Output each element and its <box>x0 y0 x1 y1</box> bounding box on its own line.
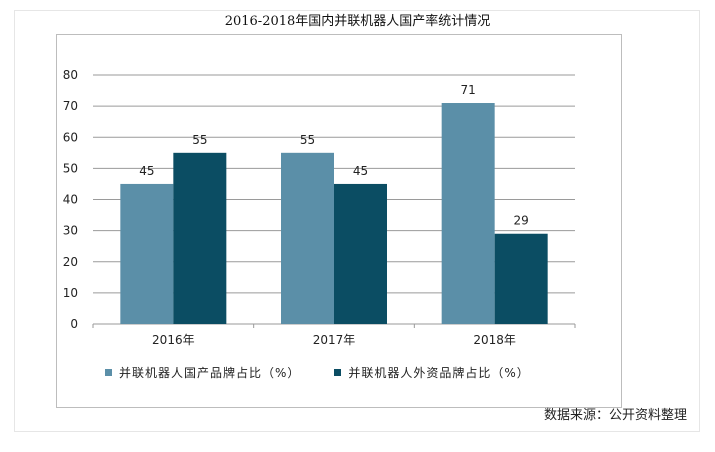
y-tick-label: 50 <box>63 161 78 175</box>
data-label: 45 <box>353 164 368 178</box>
chart-title: 2016-2018年国内并联机器人国产率统计情况 <box>224 14 491 29</box>
chart-frame <box>14 10 700 432</box>
legend-item-domestic: 并联机器人国产品牌占比（%） <box>105 364 300 381</box>
data-label: 55 <box>300 133 315 147</box>
bar <box>281 152 334 324</box>
y-tick-label: 30 <box>63 224 78 238</box>
data-label: 71 <box>461 83 476 97</box>
legend-item-foreign: 并联机器人外资品牌占比（%） <box>334 364 529 381</box>
bar <box>334 183 387 324</box>
data-label: 55 <box>192 133 207 147</box>
y-tick-label: 40 <box>63 193 78 207</box>
legend-swatch-domestic <box>105 369 112 376</box>
x-tick-label: 2017年 <box>313 333 356 347</box>
y-tick-label: 60 <box>63 130 78 144</box>
data-label: 29 <box>514 214 529 228</box>
bar <box>494 233 548 324</box>
x-tick-label: 2016年 <box>152 333 195 347</box>
y-tick-label: 0 <box>70 317 78 331</box>
y-tick-label: 10 <box>63 286 78 300</box>
legend-swatch-foreign <box>334 369 342 376</box>
source-note: 数据来源：公开资料整理 <box>543 408 687 423</box>
bar <box>441 103 495 324</box>
legend-label-foreign: 并联机器人外资品牌占比（%） <box>348 366 530 380</box>
legend-label-domestic: 并联机器人国产品牌占比（%） <box>119 366 301 380</box>
x-tick-label: 2018年 <box>473 333 516 347</box>
chart-legend: 并联机器人国产品牌占比（%） 并联机器人外资品牌占比（%） <box>105 364 530 381</box>
y-tick-label: 80 <box>63 68 78 82</box>
y-tick-label: 70 <box>63 99 78 113</box>
y-tick-label: 20 <box>63 255 78 269</box>
bar <box>120 183 174 324</box>
bar <box>173 152 227 324</box>
data-label: 45 <box>139 164 154 178</box>
